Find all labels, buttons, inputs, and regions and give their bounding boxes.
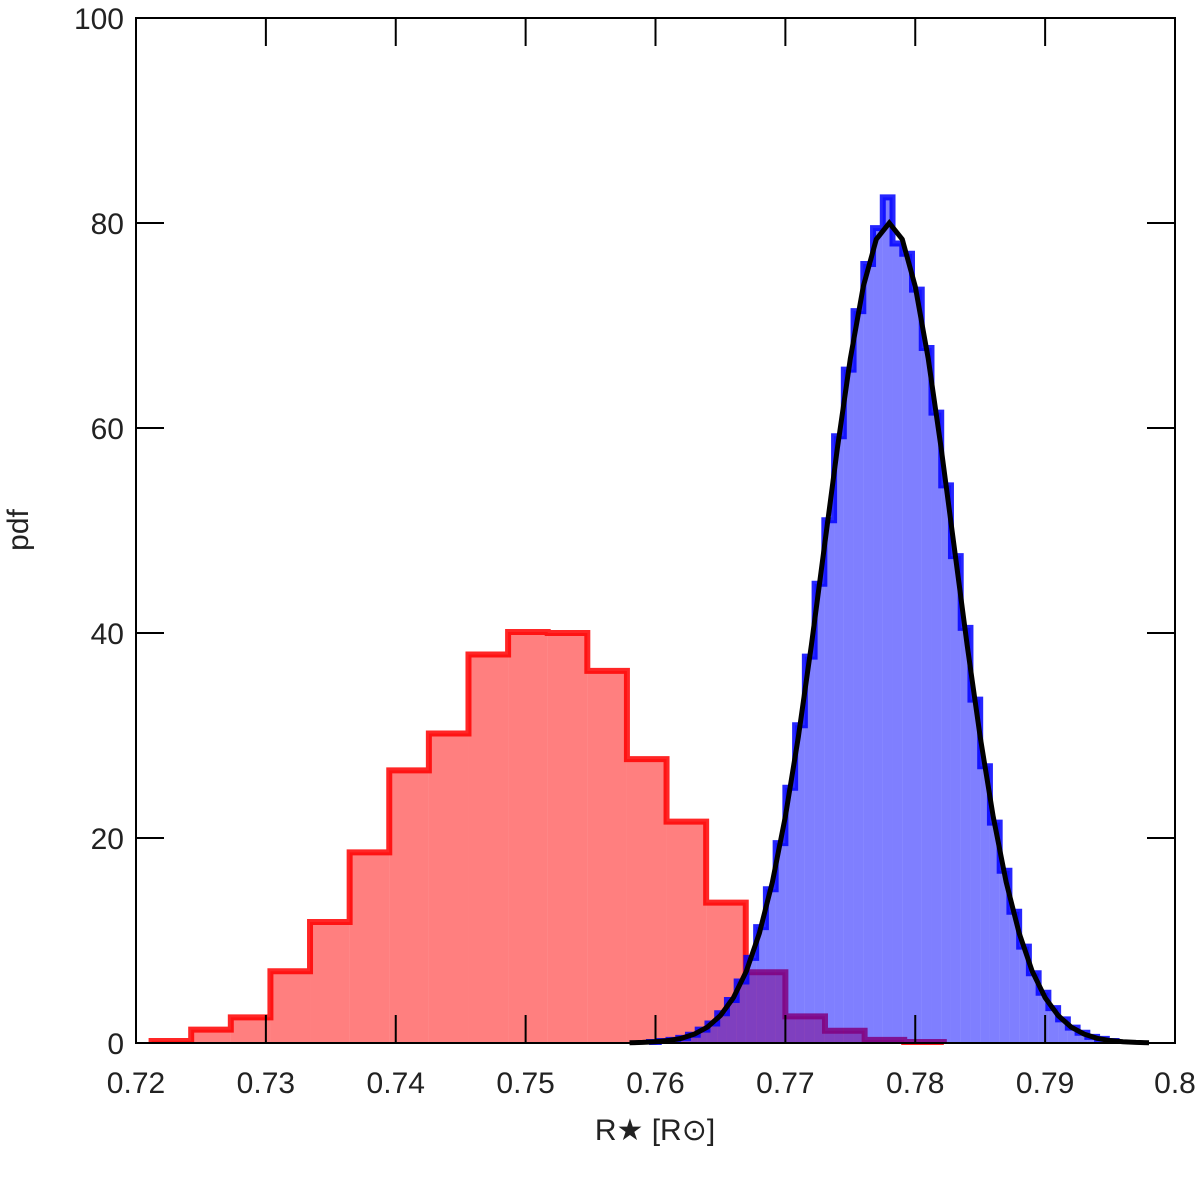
y-tick-label: 20	[91, 823, 124, 856]
histogram-bar	[785, 787, 796, 1043]
histogram-bar	[950, 556, 961, 1043]
x-tick-label: 0.74	[367, 1067, 425, 1100]
histogram-bar	[547, 633, 588, 1043]
histogram-bar	[508, 631, 548, 1043]
fit-curve	[629, 218, 1150, 1046]
x-tick-label: 0.8	[1154, 1067, 1196, 1100]
histogram-bar	[626, 759, 667, 1043]
histogram-bar	[941, 485, 951, 1043]
histogram-bar	[687, 1034, 698, 1043]
histogram-bar	[843, 369, 854, 1043]
histogram-bar	[931, 412, 942, 1043]
histogram-bar	[960, 627, 971, 1043]
histogram-bar	[1077, 1032, 1088, 1043]
histogram-bar	[726, 999, 737, 1043]
histogram-bar	[853, 311, 864, 1043]
y-tick-label: 40	[91, 618, 124, 651]
histogram-bar	[707, 1023, 718, 1043]
histogram-bar	[1009, 911, 1020, 1043]
histogram-bar	[1019, 946, 1029, 1043]
histogram-bar	[902, 253, 913, 1043]
histogram-bar	[863, 264, 874, 1043]
histogram-bar	[999, 870, 1010, 1043]
histogram-bar	[814, 583, 825, 1043]
histogram-bar	[775, 843, 786, 1043]
y-axis-label: pdf	[2, 508, 35, 550]
histogram-bar	[980, 766, 990, 1043]
histogram-bar	[697, 1029, 708, 1043]
histogram-bar	[756, 927, 766, 1043]
histogram-bar	[270, 971, 311, 1043]
x-tick-label: 0.77	[756, 1067, 814, 1100]
histogram-bar	[882, 197, 893, 1043]
histogram-bar	[824, 520, 835, 1043]
histogram-bar	[765, 889, 776, 1043]
x-tick-label: 0.75	[496, 1067, 554, 1100]
histogram-bar	[1028, 973, 1039, 1043]
y-tick-label: 100	[74, 3, 124, 36]
histogram-bar	[468, 654, 509, 1043]
x-tick-label: 0.73	[237, 1067, 295, 1100]
histogram-bar	[389, 770, 429, 1043]
histogram-bar	[989, 822, 1000, 1043]
histogram-bar	[1048, 1008, 1059, 1043]
histogram-bar	[230, 1017, 271, 1043]
y-tick-label: 0	[107, 1028, 124, 1061]
histogram-bar	[834, 436, 844, 1043]
x-axis-label: R★ [R⊙]	[595, 1114, 715, 1147]
histogram-bar	[587, 670, 627, 1043]
x-tick-label: 0.76	[626, 1067, 684, 1100]
histogram-bar	[428, 733, 469, 1043]
histogram-bar	[349, 852, 390, 1043]
y-tick-label: 60	[91, 413, 124, 446]
histogram-bar	[666, 821, 707, 1043]
histogram-bar	[310, 922, 350, 1043]
histogram-bar	[717, 1013, 727, 1043]
y-tick-label: 80	[91, 208, 124, 241]
histogram-bar	[1087, 1036, 1098, 1043]
histogram-bar	[746, 957, 757, 1043]
histogram-bar	[1038, 992, 1049, 1043]
histogram-bar	[892, 243, 903, 1043]
histogram-bar	[970, 699, 981, 1043]
histogram-bar	[795, 725, 805, 1043]
histogram-bar	[873, 228, 883, 1043]
histogram-bar	[736, 981, 747, 1043]
histogram-bar	[912, 289, 922, 1043]
histogram-bar	[804, 656, 815, 1043]
histogram-bar	[1058, 1019, 1068, 1043]
x-tick-label: 0.78	[886, 1067, 944, 1100]
histogram-bar	[1067, 1027, 1078, 1043]
x-tick-label: 0.72	[107, 1067, 165, 1100]
x-tick-label: 0.79	[1016, 1067, 1074, 1100]
histogram-bar	[191, 1029, 231, 1043]
histogram-bar	[921, 348, 932, 1043]
